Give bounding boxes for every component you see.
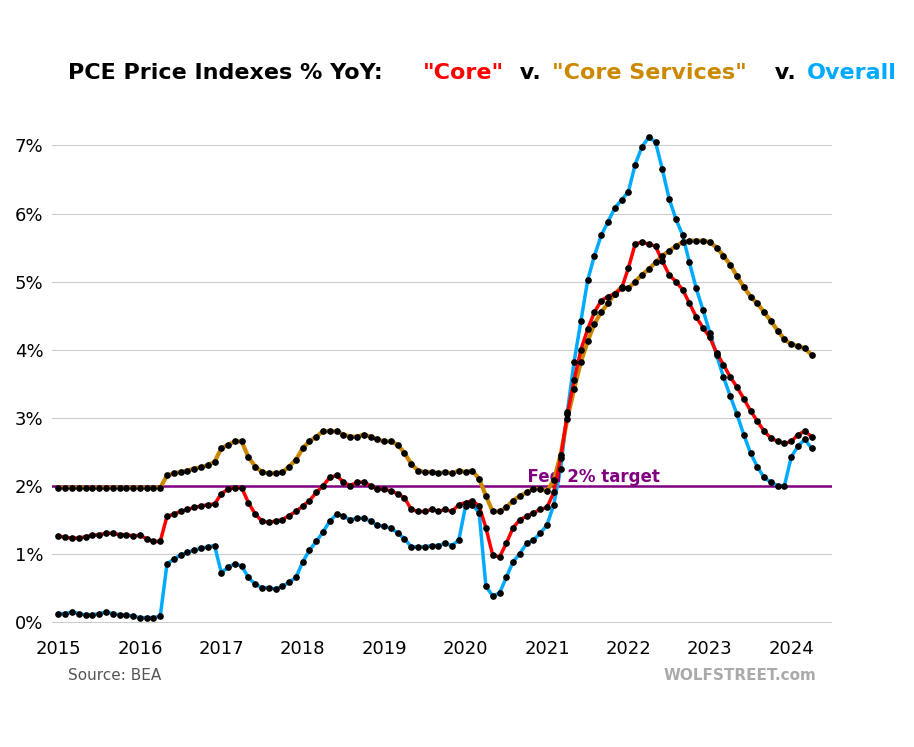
Text: Overall: Overall: [807, 63, 897, 83]
Text: "Core": "Core": [422, 63, 504, 83]
Text: v.: v.: [512, 63, 548, 83]
Text: Source: BEA: Source: BEA: [68, 669, 161, 684]
Text: PCE Price Indexes % YoY:: PCE Price Indexes % YoY:: [68, 63, 390, 83]
Text: Fed 2% target: Fed 2% target: [516, 468, 672, 486]
Text: "Core Services": "Core Services": [552, 63, 747, 83]
Text: WOLFSTREET.com: WOLFSTREET.com: [664, 669, 816, 684]
Text: v.: v.: [767, 63, 803, 83]
